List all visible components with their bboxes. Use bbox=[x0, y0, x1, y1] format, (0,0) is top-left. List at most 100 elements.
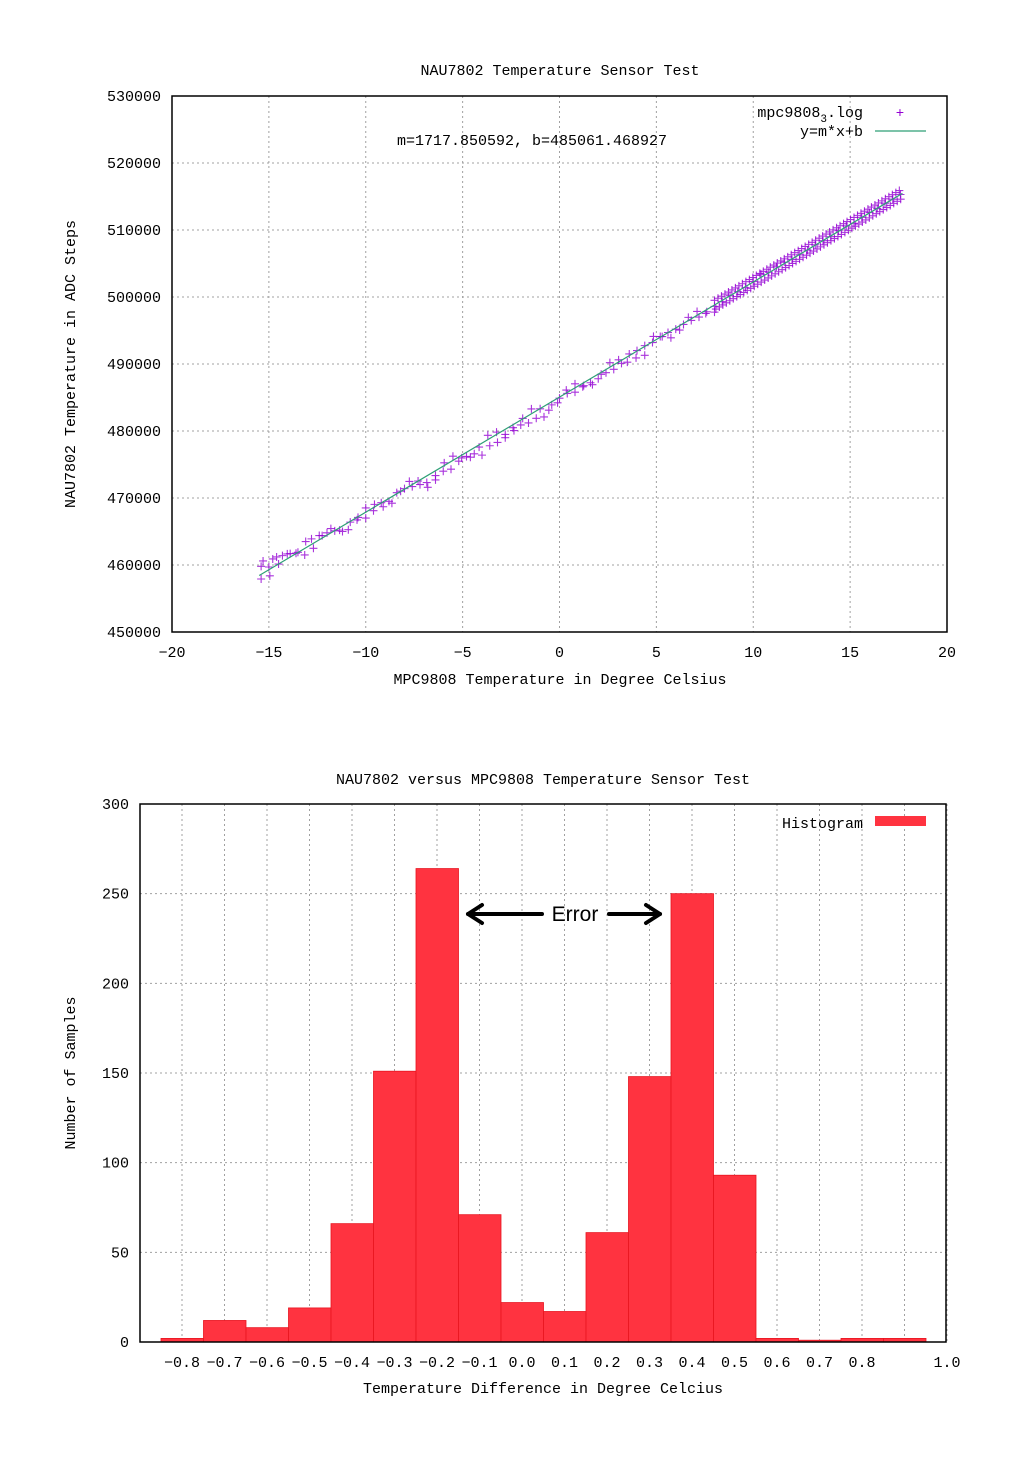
histogram-bar bbox=[628, 1076, 672, 1343]
data-point-plus-icon bbox=[753, 280, 762, 289]
legend-label-points: mpc98083.log bbox=[757, 105, 863, 126]
y-tick-label: 480000 bbox=[107, 424, 161, 441]
data-point-plus-icon bbox=[759, 267, 768, 276]
histogram-bar bbox=[458, 1214, 502, 1343]
data-point-plus-icon bbox=[483, 431, 492, 440]
data-point-plus-icon bbox=[524, 418, 533, 427]
data-point-plus-icon bbox=[729, 294, 738, 303]
x-tick-label: 0.1 bbox=[551, 1355, 578, 1372]
x-tick-label: 0.6 bbox=[763, 1355, 790, 1372]
data-point-plus-icon bbox=[769, 261, 778, 270]
data-point-plus-icon bbox=[710, 296, 719, 305]
data-point-plus-icon bbox=[257, 575, 266, 584]
x-tick-label: −0.2 bbox=[419, 1355, 455, 1372]
x-tick-label: 1.0 bbox=[933, 1355, 960, 1372]
histogram-chart: NAU7802 versus MPC9808 Temperature Senso… bbox=[63, 772, 961, 1398]
x-tick-label: 15 bbox=[841, 645, 859, 662]
data-point-plus-icon bbox=[877, 196, 886, 205]
data-point-plus-icon bbox=[649, 332, 658, 341]
arrow-right-icon bbox=[607, 903, 662, 925]
x-tick-label: 0.2 bbox=[593, 1355, 620, 1372]
y-tick-label: 500000 bbox=[107, 290, 161, 307]
data-point-plus-icon bbox=[861, 215, 870, 224]
data-point-plus-icon bbox=[553, 398, 562, 407]
data-point-plus-icon bbox=[750, 282, 759, 291]
y-tick-label: 510000 bbox=[107, 223, 161, 240]
legend-label-line: y=m*x+b bbox=[800, 124, 863, 141]
data-point-plus-icon bbox=[720, 290, 729, 299]
data-point-plus-icon bbox=[272, 552, 281, 561]
data-point-plus-icon bbox=[811, 236, 820, 245]
data-point-plus-icon bbox=[886, 201, 895, 210]
data-point-plus-icon bbox=[307, 534, 316, 543]
data-point-plus-icon bbox=[875, 207, 884, 216]
legend-marker-plus-icon: + bbox=[896, 104, 904, 120]
y-tick-label: 460000 bbox=[107, 558, 161, 575]
data-point-plus-icon bbox=[795, 255, 804, 264]
data-point-plus-icon bbox=[757, 278, 766, 287]
data-point-plus-icon bbox=[470, 449, 479, 458]
y-tick-label: 200 bbox=[102, 976, 129, 993]
data-point-plus-icon bbox=[717, 292, 726, 301]
y-tick-label: 150 bbox=[102, 1066, 129, 1083]
data-point-plus-icon bbox=[822, 230, 831, 239]
data-point-plus-icon bbox=[738, 279, 747, 288]
data-point-plus-icon bbox=[788, 259, 797, 268]
error-label: Error bbox=[552, 903, 599, 926]
data-point-plus-icon bbox=[895, 186, 904, 195]
x-tick-label: 10 bbox=[744, 645, 762, 662]
scatter-ticks: −20 −15 −10 −5 0 5 10 15 20 450000 460000 470000 480… bbox=[107, 89, 956, 662]
data-point-plus-icon bbox=[609, 365, 618, 374]
data-point-plus-icon bbox=[715, 302, 724, 311]
data-point-plus-icon bbox=[693, 307, 702, 316]
histogram-bar bbox=[245, 1327, 289, 1343]
data-point-plus-icon bbox=[648, 338, 657, 347]
data-point-plus-icon bbox=[806, 249, 815, 258]
x-tick-label: −0.8 bbox=[164, 1355, 200, 1372]
data-point-plus-icon bbox=[764, 273, 773, 282]
data-point-plus-icon bbox=[731, 283, 740, 292]
data-point-plus-icon bbox=[485, 441, 494, 450]
data-point-plus-icon bbox=[640, 351, 649, 360]
data-point-plus-icon bbox=[379, 502, 388, 511]
histogram-bar bbox=[585, 1232, 629, 1343]
data-point-plus-icon bbox=[734, 281, 743, 290]
data-point-plus-icon bbox=[361, 514, 370, 523]
data-point-plus-icon bbox=[783, 252, 792, 261]
data-point-plus-icon bbox=[532, 414, 541, 423]
data-point-plus-icon bbox=[823, 238, 832, 247]
data-point-plus-icon bbox=[755, 269, 764, 278]
data-point-plus-icon bbox=[478, 451, 486, 460]
data-point-plus-icon bbox=[344, 525, 353, 534]
histogram-bar bbox=[373, 1070, 417, 1343]
data-point-plus-icon bbox=[588, 380, 597, 389]
x-tick-label: −0.6 bbox=[249, 1355, 285, 1372]
data-point-plus-icon bbox=[815, 234, 824, 243]
data-point-plus-icon bbox=[632, 353, 641, 362]
data-point-plus-icon bbox=[790, 248, 799, 257]
data-point-plus-icon bbox=[830, 234, 839, 243]
y-tick-label: 490000 bbox=[107, 357, 161, 374]
data-point-plus-icon bbox=[516, 420, 525, 429]
y-tick-label: 470000 bbox=[107, 491, 161, 508]
data-point-plus-icon bbox=[605, 358, 614, 367]
data-point-plus-icon bbox=[778, 265, 787, 274]
scatter-ylabel: NAU7802 Temperature in ADC Steps bbox=[63, 220, 80, 508]
x-tick-label: −0.3 bbox=[376, 1355, 412, 1372]
fit-line bbox=[258, 192, 903, 577]
data-point-plus-icon bbox=[884, 192, 893, 201]
data-point-plus-icon bbox=[265, 571, 274, 580]
data-point-plus-icon bbox=[776, 256, 785, 265]
data-point-plus-icon bbox=[423, 483, 432, 492]
data-point-plus-icon bbox=[891, 188, 900, 197]
y-tick-label: 0 bbox=[120, 1335, 129, 1352]
x-tick-label: −0.7 bbox=[206, 1355, 242, 1372]
histogram-title: NAU7802 versus MPC9808 Temperature Senso… bbox=[336, 772, 750, 789]
scatter-title: NAU7802 Temperature Sensor Test bbox=[420, 63, 699, 80]
data-point-plus-icon bbox=[794, 246, 803, 255]
data-point-plus-icon bbox=[623, 358, 632, 367]
data-point-plus-icon bbox=[767, 271, 776, 280]
data-point-plus-icon bbox=[860, 207, 869, 216]
x-tick-label: 0.7 bbox=[806, 1355, 833, 1372]
data-point-plus-icon bbox=[802, 251, 811, 260]
